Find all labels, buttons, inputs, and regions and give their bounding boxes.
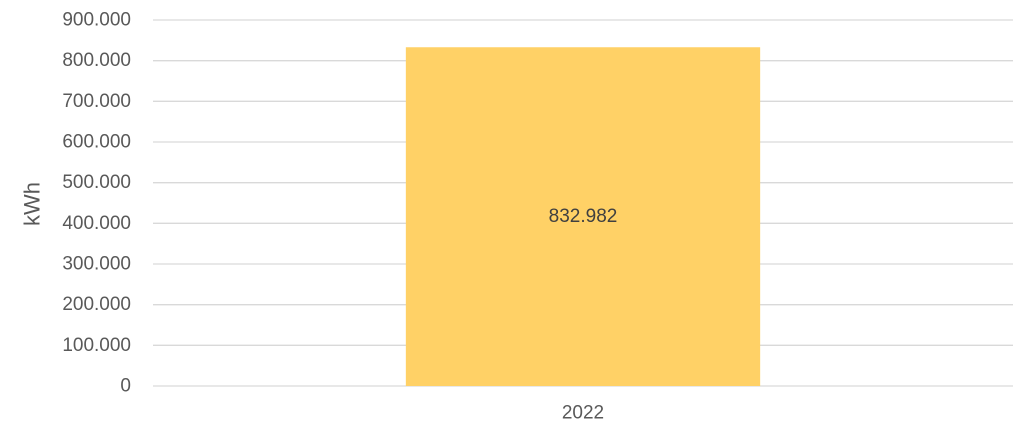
x-axis-tick-labels: 2022 bbox=[562, 403, 604, 424]
y-tick-label: 500.000 bbox=[62, 172, 131, 193]
y-axis-title: kWh bbox=[20, 182, 45, 226]
y-tick-label: 100.000 bbox=[62, 335, 131, 356]
y-tick-label: 600.000 bbox=[62, 132, 131, 153]
y-tick-label: 300.000 bbox=[62, 254, 131, 275]
y-tick-label: 700.000 bbox=[62, 91, 131, 112]
y-tick-label: 0 bbox=[120, 376, 131, 397]
y-tick-label: 900.000 bbox=[62, 10, 131, 31]
y-tick-label: 200.000 bbox=[62, 294, 131, 315]
bar-value-label: 832.982 bbox=[549, 206, 618, 227]
bars: 832.982 bbox=[405, 47, 761, 386]
x-tick-label: 2022 bbox=[562, 403, 604, 424]
y-tick-label: 400.000 bbox=[62, 213, 131, 234]
y-axis-tick-labels: 0 100.000 200.000 300.000 400.000 500.000 600.… bbox=[62, 10, 131, 397]
bar bbox=[405, 47, 761, 386]
y-tick-label: 800.000 bbox=[62, 50, 131, 71]
